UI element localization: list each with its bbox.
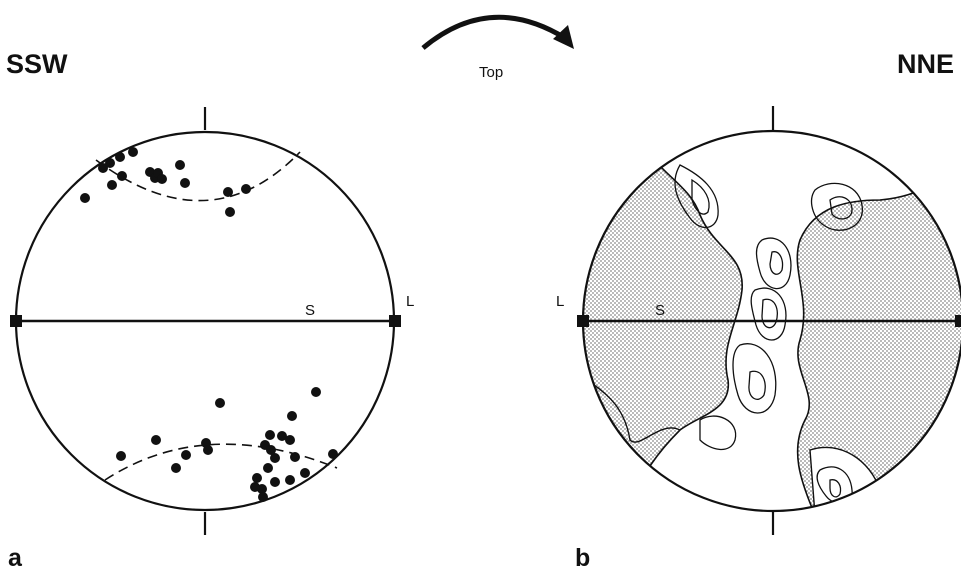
pole-point [225,207,235,217]
pole-point [181,450,191,460]
lineation-label-b: L [556,293,564,310]
contour-upper-right-2-b [829,196,853,220]
pole-point [180,178,190,188]
nne-direction-label: NNE [897,49,954,79]
contour-center-lower-1-b [732,343,777,414]
pole-point [128,147,138,157]
pole-point [285,435,295,445]
panel-label-b: b [575,544,590,572]
contour-lower-right-2-b [829,479,842,498]
lineation-marker-east-a [389,315,401,327]
contour-upper-left-1-b [674,164,719,229]
pole-point [117,171,127,181]
contour-center-upper-2-b [769,251,784,275]
pole-point [223,187,233,197]
pole-points-a [80,147,338,502]
contour-lower-left-1-b [699,415,737,451]
pole-point [285,475,295,485]
pole-point [107,180,117,190]
pole-point [270,477,280,487]
rotation-arrow-arc [421,14,567,50]
lineation-marker-west-b [577,315,589,327]
foliation-label-a: S [305,302,315,319]
pole-point [250,482,260,492]
pole-point [203,445,213,455]
pole-point [98,163,108,173]
lineation-marker-west-a [10,315,22,327]
pole-point [157,174,167,184]
pole-point [263,463,273,473]
contour-upper-right-1-b [811,182,863,231]
pole-point [171,463,181,473]
pole-point [80,193,90,203]
rotation-arrow-head [553,25,574,49]
great-circle-lower-a [104,443,338,481]
pole-point [151,435,161,445]
pole-point [311,387,321,397]
pole-point [277,431,287,441]
pole-point [290,452,300,462]
pole-point [258,492,268,502]
pole-point [116,451,126,461]
foliation-label-b: S [655,302,665,319]
contour-upper-left-2-b [691,178,710,215]
pole-point [265,430,275,440]
pole-point [241,184,251,194]
pole-point [270,453,280,463]
pole-point [328,449,338,459]
contour-center-lower-2-b [748,370,766,400]
pole-point [300,468,310,478]
ssw-direction-label: SSW [6,49,68,79]
pole-point [215,398,225,408]
pole-point [115,152,125,162]
pole-point [252,473,262,483]
panel-label-a: a [8,544,23,572]
lineation-marker-east-b [955,315,961,327]
pole-point [266,445,276,455]
pole-point [175,160,185,170]
pole-point [105,158,115,168]
lineation-label-a: L [406,293,414,310]
contour-center-1-b [750,287,787,341]
pole-point [287,411,297,421]
stereonet-b: S L [556,106,961,535]
stereonet-a: S L [10,107,414,535]
contour-center-upper-1-b [755,237,792,290]
rotation-label: Top [479,64,503,81]
outer-contour-lobe-b [586,379,681,443]
